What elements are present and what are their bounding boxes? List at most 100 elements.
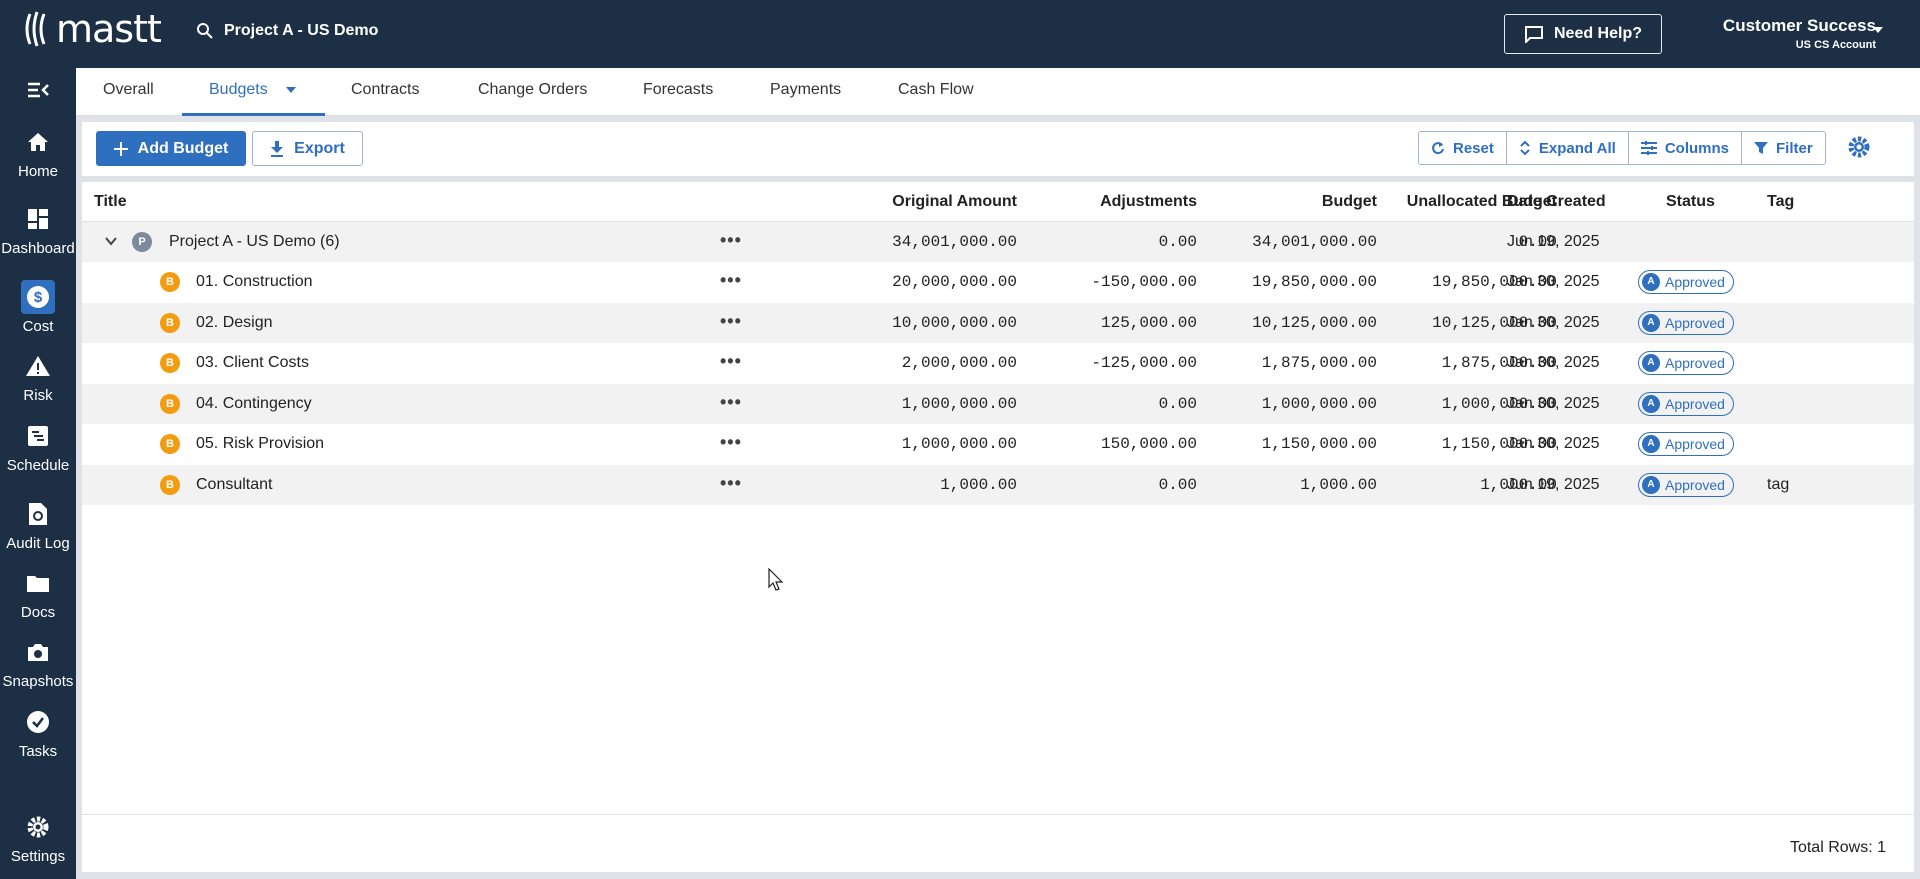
sidebar-item-settings[interactable]: Settings xyxy=(0,810,76,865)
column-header-unallocated-budget[interactable]: Unallocated Budget xyxy=(1406,193,1557,210)
status-badge[interactable]: A Approved xyxy=(1638,391,1734,416)
table-row[interactable]: B 05. Risk Provision ••• 1,000,000.00 150,00… xyxy=(82,424,1914,464)
row-original-amount: 1,000,000.00 xyxy=(901,394,1017,413)
account-menu[interactable]: Customer Success US CS Account xyxy=(1696,16,1876,51)
grid-settings-gear-icon[interactable] xyxy=(1847,135,1871,159)
expand-all-button[interactable]: Expand All xyxy=(1507,132,1629,164)
row-title: 03. Client Costs xyxy=(196,354,309,371)
status-label: Approved xyxy=(1665,355,1725,371)
logo-mark-icon xyxy=(25,11,46,47)
status-initial: A xyxy=(1642,475,1660,494)
columns-button[interactable]: Columns xyxy=(1629,132,1742,164)
tab-change-orders[interactable]: Change Orders xyxy=(478,68,587,116)
tab-contracts[interactable]: Contracts xyxy=(351,68,419,116)
project-search[interactable]: Project A - US Demo xyxy=(196,22,378,40)
status-badge[interactable]: A Approved xyxy=(1638,270,1734,294)
caret-down-icon[interactable] xyxy=(286,86,297,93)
row-original-amount: 1,000,000.00 xyxy=(901,435,1017,453)
grid-actions-group: Reset Expand All Columns Filter xyxy=(1418,131,1826,165)
row-date-created: Jan 30, 2025 xyxy=(1507,435,1600,452)
table-row[interactable]: B 01. Construction ••• 20,000,000.00 -150,00… xyxy=(82,262,1914,302)
column-header-original-amount[interactable]: Original Amount xyxy=(892,193,1017,210)
column-header-adjustments[interactable]: Adjustments xyxy=(1100,193,1197,210)
sidebar-item-home[interactable]: Home xyxy=(0,125,76,180)
row-actions-icon[interactable]: ••• xyxy=(720,472,742,493)
sidebar-item-audit-log[interactable]: Audit Log xyxy=(0,497,76,552)
row-actions-icon[interactable]: ••• xyxy=(720,391,742,412)
row-adjustments: 150,000.00 xyxy=(1100,435,1197,453)
sliders-icon xyxy=(1640,141,1657,155)
table-row[interactable]: B 02. Design ••• 10,000,000.00 125,000.00 10,… xyxy=(82,302,1914,343)
status-badge[interactable]: A Approved xyxy=(1638,310,1734,335)
table-row[interactable]: B 03. Client Costs ••• 2,000,000.00 -125,000… xyxy=(82,343,1914,383)
account-subtitle: US CS Account xyxy=(1795,39,1876,51)
row-actions-icon[interactable]: ••• xyxy=(720,351,742,371)
folder-icon xyxy=(21,566,55,600)
status-badge[interactable]: A Approved xyxy=(1638,432,1734,456)
filter-button[interactable]: Filter xyxy=(1742,132,1825,164)
row-date-created: Jan 30, 2025 xyxy=(1507,313,1600,331)
sidebar-item-dashboard[interactable]: Dashboard xyxy=(0,202,76,257)
row-unallocated: 1,875,000.00 xyxy=(1441,354,1557,372)
group-date: Jun 19, 2025 xyxy=(1507,233,1600,250)
sidebar-item-risk[interactable]: Risk xyxy=(0,349,76,404)
budget-badge: B xyxy=(160,272,180,292)
row-date-created: Jan 30, 2025 xyxy=(1507,354,1600,371)
project-name: Project A - US Demo xyxy=(224,22,379,39)
tab-overall[interactable]: Overall xyxy=(103,68,154,116)
mastt-logo[interactable]: mastt xyxy=(24,10,162,48)
dollar-icon: $ xyxy=(21,280,55,314)
sidebar-item-snapshots[interactable]: Snapshots xyxy=(0,635,76,690)
table-footer: Total Rows: 1 xyxy=(82,814,1914,872)
row-budget: 19,850,000.00 xyxy=(1252,273,1377,291)
tab-budgets[interactable]: Budgets xyxy=(182,68,325,116)
expand-icon xyxy=(1520,140,1530,156)
group-unallocated: 0.00 xyxy=(1518,233,1557,251)
row-actions-icon[interactable]: ••• xyxy=(720,310,742,331)
column-header-tag[interactable]: Tag xyxy=(1767,193,1795,210)
status-initial: A xyxy=(1642,435,1660,453)
status-badge[interactable]: A Approved xyxy=(1638,351,1734,375)
tab-forecasts[interactable]: Forecasts xyxy=(643,68,713,116)
collapse-menu-icon[interactable] xyxy=(26,80,50,100)
home-icon xyxy=(21,125,55,159)
row-budget: 1,875,000.00 xyxy=(1261,354,1377,372)
column-header-budget[interactable]: Budget xyxy=(1321,193,1377,210)
reset-button[interactable]: Reset xyxy=(1419,132,1507,164)
row-date-created: Jun 19, 2025 xyxy=(1507,475,1600,493)
column-header-title[interactable]: Title xyxy=(94,193,127,210)
tab-bar: Overall Budgets Contracts Change Orders … xyxy=(76,68,1920,116)
sidebar-label: Docs xyxy=(20,604,56,621)
search-icon xyxy=(197,23,213,39)
row-title: 01. Construction xyxy=(196,273,313,290)
sidebar-label: Dashboard xyxy=(1,240,75,257)
row-actions-icon[interactable]: ••• xyxy=(720,270,742,290)
tab-cash-flow[interactable]: Cash Flow xyxy=(898,68,974,116)
chevron-down-icon[interactable] xyxy=(104,234,118,248)
export-button[interactable]: Export xyxy=(252,131,363,166)
column-header-status[interactable]: Status xyxy=(1666,193,1715,210)
group-row[interactable]: P Project A - US Demo (6) ••• 34,001,000… xyxy=(82,222,1914,262)
status-badge[interactable]: A Approved xyxy=(1638,472,1734,497)
row-actions-icon[interactable]: ••• xyxy=(720,230,742,250)
budget-toolbar: Add Budget Export Reset Expand All Colum… xyxy=(82,122,1914,176)
sidebar-item-schedule[interactable]: Schedule xyxy=(0,419,76,474)
row-title: Consultant xyxy=(196,475,273,493)
column-header-date-created[interactable]: Date Created xyxy=(1507,193,1606,210)
sidebar-item-tasks[interactable]: Tasks xyxy=(0,705,76,760)
table-row[interactable]: B Consultant ••• 1,000.00 0.00 1,000.00 1,000.… xyxy=(82,464,1914,505)
row-date-created: Jan 30, 2025 xyxy=(1507,273,1600,290)
sidebar-item-cost[interactable]: $ Cost xyxy=(0,280,76,335)
sidebar-item-docs[interactable]: Docs xyxy=(0,566,76,621)
tab-payments[interactable]: Payments xyxy=(770,68,841,116)
add-budget-button[interactable]: Add Budget xyxy=(96,131,246,166)
need-help-label: Need Help? xyxy=(1553,25,1642,42)
budgets-table: Title Original Amount Adjustments Budget… xyxy=(82,182,1914,872)
caret-down-icon[interactable] xyxy=(1872,26,1884,34)
status-label: Approved xyxy=(1665,436,1725,452)
row-actions-icon[interactable]: ••• xyxy=(720,432,742,452)
table-row[interactable]: B 04. Contingency ••• 1,000,000.00 0.00 1,000… xyxy=(82,383,1914,424)
need-help-button[interactable]: Need Help? xyxy=(1504,14,1662,54)
gear-icon xyxy=(21,810,55,844)
add-budget-label: Add Budget xyxy=(137,139,229,157)
